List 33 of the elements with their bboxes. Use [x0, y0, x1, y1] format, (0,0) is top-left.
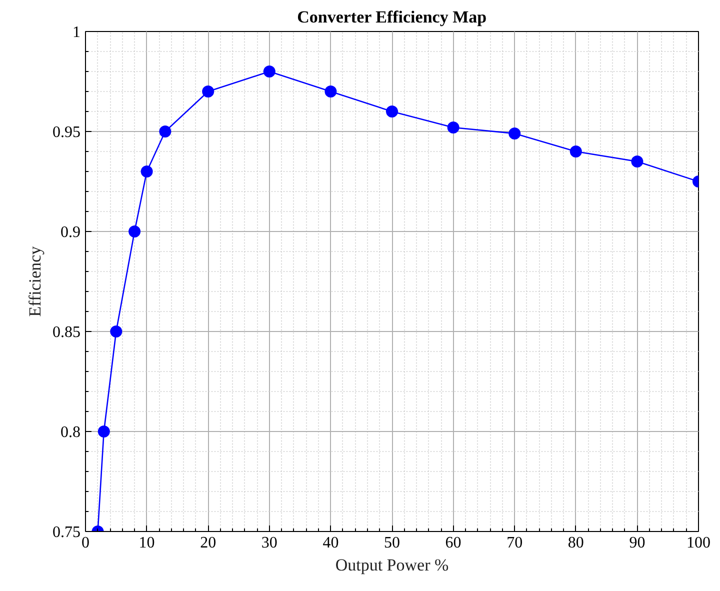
chart-title: Converter Efficiency Map: [297, 8, 487, 26]
y-tick-label: 0.75: [52, 524, 80, 541]
y-tick-label: 0.85: [52, 324, 80, 341]
y-tick-label: 1: [72, 24, 80, 41]
x-tick-label: 30: [261, 534, 278, 552]
point: [159, 126, 172, 138]
point: [263, 66, 276, 78]
point: [324, 86, 337, 98]
x-tick-label: 60: [445, 534, 462, 552]
x-tick-label: 90: [629, 534, 646, 552]
x-tick-label: 50: [384, 534, 400, 552]
point: [570, 146, 582, 158]
y-axis-title: Efficiency: [26, 246, 44, 317]
x-tick-label: 100: [686, 534, 710, 552]
point: [508, 128, 521, 140]
point: [386, 106, 398, 118]
point: [447, 122, 460, 134]
x-tick-label: 10: [138, 534, 155, 552]
x-tick-label: 70: [506, 534, 523, 552]
y-tick-label: 0.8: [60, 424, 80, 441]
point: [98, 426, 110, 438]
point: [631, 156, 644, 168]
y-tick-label: 0.9: [60, 224, 80, 241]
point: [202, 86, 214, 98]
x-tick-label: 20: [200, 534, 216, 552]
y-tick-label: 0.95: [52, 124, 80, 141]
point: [110, 326, 122, 338]
point: [140, 166, 153, 178]
x-tick-label: 0: [82, 534, 90, 552]
x-tick-label: 80: [568, 534, 584, 552]
x-axis-title: Output Power %: [335, 556, 449, 574]
x-tick-label: 40: [322, 534, 339, 552]
point: [128, 226, 141, 238]
